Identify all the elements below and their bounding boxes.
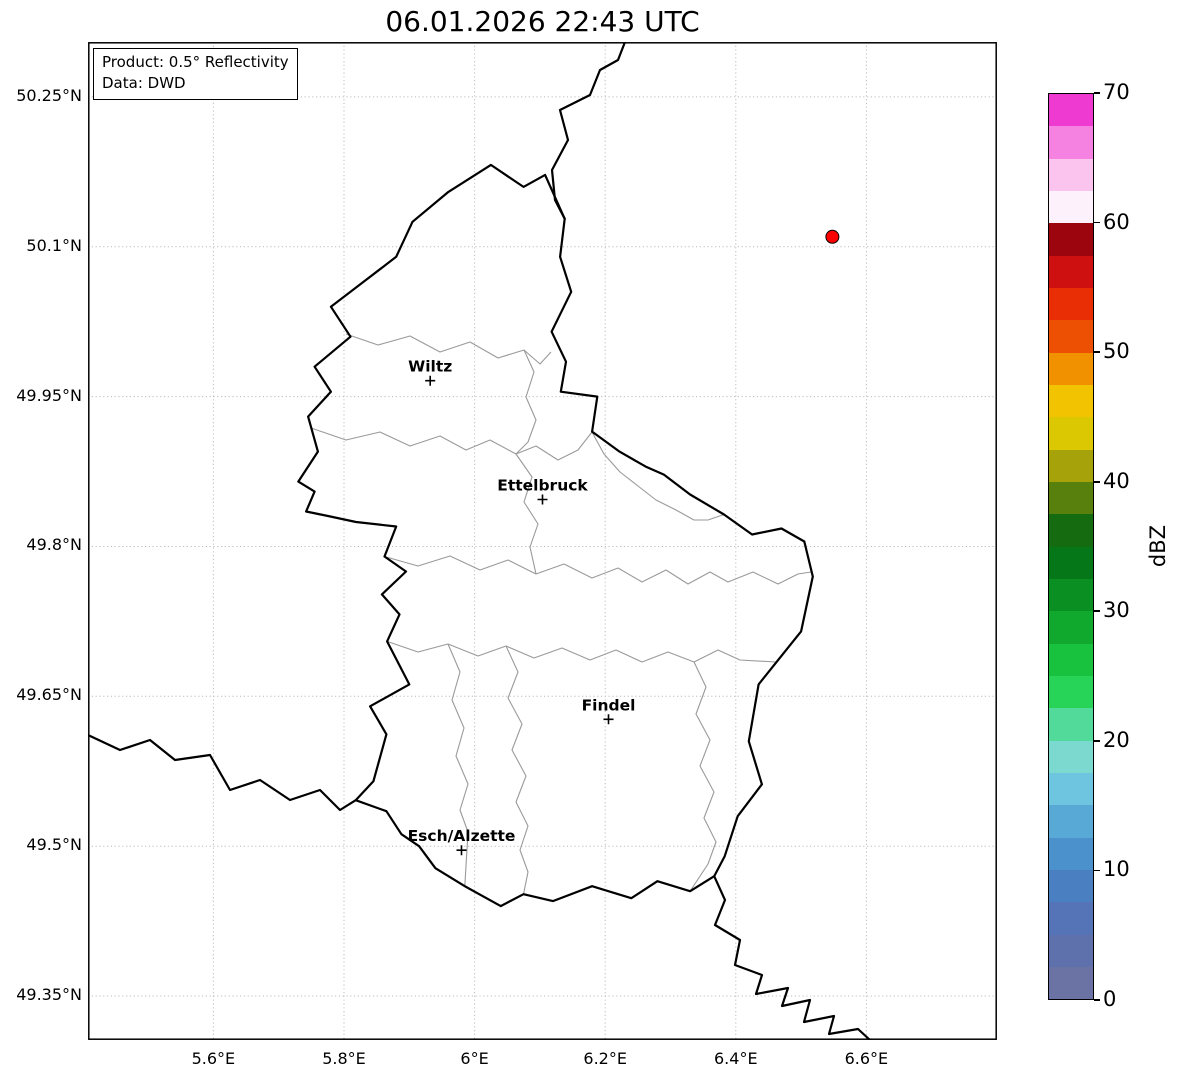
- colorbar-segment: [1049, 869, 1093, 903]
- colorbar-tick-label: 10: [1103, 857, 1130, 882]
- city-markers: Wiltz Ettelbruck Findel Esch/Alzette: [408, 358, 636, 856]
- district-border: [310, 427, 593, 461]
- map-plot-area: Wiltz Ettelbruck Findel Esch/Alzette Produc…: [88, 42, 997, 1040]
- city-label: Findel: [582, 696, 636, 714]
- district-border: [689, 661, 717, 892]
- colorbar-segment: [1049, 94, 1093, 127]
- district-border: [386, 640, 777, 663]
- colorbar-segment: [1049, 805, 1093, 838]
- gridlines: [88, 42, 997, 1040]
- colorbar-segment: [1049, 514, 1093, 547]
- colorbar-tick: [1094, 869, 1100, 872]
- colorbar-segment: [1049, 223, 1093, 256]
- product-info-line1: Product: 0.5° Reflectivity: [102, 53, 289, 71]
- colorbar-tick-label: 60: [1103, 209, 1130, 234]
- colorbar-tick: [1094, 480, 1100, 483]
- colorbar-segment: [1049, 255, 1093, 288]
- belgium-germany-border: [550, 42, 627, 220]
- district-border: [515, 349, 539, 575]
- colorbar-tick-label: 40: [1103, 468, 1130, 493]
- x-axis-tick-label: 5.8°E: [322, 1049, 366, 1068]
- y-axis-tick-label: 49.8°N: [26, 535, 82, 555]
- y-axis-tick-label: 49.95°N: [16, 385, 82, 405]
- city-marker: [425, 375, 436, 386]
- colorbar-segment: [1049, 158, 1093, 191]
- colorbar-segment: [1049, 287, 1093, 321]
- district-border: [591, 431, 725, 521]
- x-axis-tick-label: 6.4°E: [714, 1049, 758, 1068]
- colorbar-segment: [1049, 126, 1093, 159]
- y-axis-tick-label: 50.25°N: [16, 85, 82, 105]
- colorbar-segment: [1049, 675, 1093, 709]
- colorbar-segment: [1049, 546, 1093, 579]
- radar-markers: [825, 229, 840, 244]
- colorbar-segment: [1049, 934, 1093, 967]
- colorbar-tick-label: 50: [1103, 339, 1130, 364]
- colorbar-segment: [1049, 481, 1093, 515]
- colorbar-segment: [1049, 449, 1093, 482]
- x-axis-tick-label: 6.2°E: [583, 1049, 627, 1068]
- colorbar-segment: [1049, 902, 1093, 935]
- plot-title: 06.01.2026 22:43 UTC: [385, 5, 700, 38]
- x-axis-tick-label: 5.6°E: [191, 1049, 236, 1068]
- colorbar-tick: [1094, 351, 1100, 353]
- district-border: [505, 645, 529, 895]
- district-border: [447, 643, 469, 887]
- radar-site-marker: [825, 229, 840, 244]
- colorbar-tick-label: 20: [1103, 727, 1130, 752]
- luxembourg-border: [297, 163, 814, 908]
- colorbar-tick: [1094, 610, 1100, 613]
- colorbar-segment: [1049, 643, 1093, 676]
- colorbar-segment: [1049, 837, 1093, 870]
- city-marker: [456, 845, 467, 856]
- colorbar-segment: [1049, 578, 1093, 612]
- colorbar-tick: [1094, 221, 1100, 224]
- colorbar-tick: [1094, 740, 1100, 742]
- map-svg: Wiltz Ettelbruck Findel Esch/Alzette: [88, 42, 997, 1040]
- city-label: Ettelbruck: [497, 477, 588, 495]
- axes-frame: [88, 42, 997, 1040]
- y-axis-tick-label: 49.35°N: [16, 985, 82, 1005]
- x-axis-tick-label: 6.6°E: [844, 1049, 889, 1068]
- colorbar-segment: [1049, 352, 1093, 385]
- city-marker: [537, 494, 548, 505]
- city-marker: [603, 714, 614, 725]
- colorbar-segment: [1049, 708, 1093, 741]
- colorbar-tick: [1094, 92, 1100, 94]
- y-axis-tick-label: 49.5°N: [26, 835, 82, 855]
- district-border: [384, 555, 812, 585]
- colorbar: [1048, 93, 1094, 1000]
- colorbar-segment: [1049, 611, 1093, 644]
- colorbar-tick-label: 0: [1103, 987, 1117, 1011]
- colorbar-tick-label: 70: [1103, 80, 1130, 104]
- country-borders: [88, 42, 872, 1040]
- city-label: Wiltz: [408, 358, 452, 376]
- x-axis-tick-label: 6°E: [460, 1049, 489, 1068]
- city-label: Esch/Alzette: [408, 827, 516, 845]
- colorbar-tick-label: 30: [1103, 598, 1130, 623]
- france-belgium-border: [88, 733, 357, 812]
- district-borders: [310, 333, 812, 895]
- product-info-box: Product: 0.5° Reflectivity Data: DWD: [93, 48, 298, 100]
- colorbar-segment: [1049, 966, 1093, 1000]
- france-germany-border: [713, 875, 872, 1040]
- colorbar-segment: [1049, 384, 1093, 418]
- colorbar-segment: [1049, 740, 1093, 773]
- colorbar-segment: [1049, 320, 1093, 353]
- colorbar-unit-label: dBZ: [1146, 524, 1170, 568]
- colorbar-tick: [1094, 999, 1100, 1001]
- colorbar-segment: [1049, 772, 1093, 806]
- y-axis-tick-label: 49.65°N: [16, 685, 82, 705]
- district-border: [345, 333, 552, 365]
- colorbar-segment: [1049, 417, 1093, 450]
- product-info-line2: Data: DWD: [102, 74, 186, 92]
- y-axis-tick-label: 50.1°N: [26, 235, 82, 255]
- colorbar-segment: [1049, 190, 1093, 224]
